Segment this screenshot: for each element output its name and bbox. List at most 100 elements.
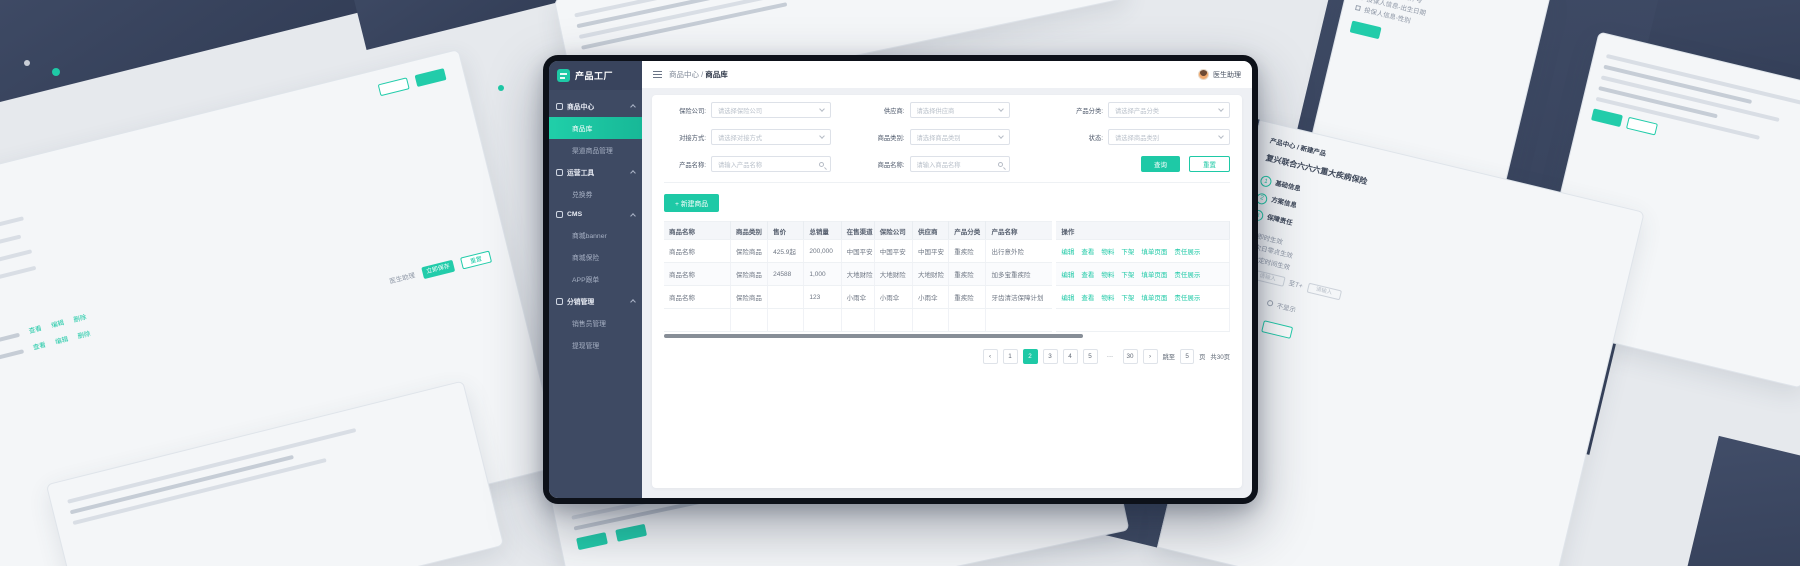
filter-select[interactable]: 请选择对接方式 [711, 129, 831, 145]
column-header-保险公司: 保险公司 [874, 221, 914, 240]
table-cell: 425.9起 [767, 239, 805, 263]
backdrop-chip [1261, 319, 1294, 339]
pagination-page-5[interactable]: 5 [1082, 349, 1098, 364]
action-link-编辑[interactable]: 编辑 [1061, 249, 1075, 256]
table-cell: 大地财险 [874, 262, 914, 286]
sidebar-item-渠道商品管理[interactable]: 渠道商品管理 [572, 148, 613, 155]
action-link-下架[interactable]: 下架 [1121, 295, 1135, 302]
filter-label: 产品名称: [679, 161, 706, 169]
filter-label: 产品分类: [1076, 107, 1103, 115]
filter-select[interactable]: 请选择商品类别 [1108, 129, 1230, 145]
pagination-jump-suffix: 页 [1199, 354, 1206, 361]
sidebar-group-运营工具[interactable]: 运营工具 [549, 161, 642, 183]
table-row: 商品名称 保险商品 425.9起 200,000 中国平安 中国平安 中国平安 重疾险 出行意外… [664, 239, 1231, 263]
pagination-page-30[interactable]: 30 [1122, 349, 1138, 364]
pagination-next[interactable]: › [1142, 349, 1158, 364]
filter-select[interactable]: 请选择商品类别 [909, 129, 1010, 145]
reset-button[interactable]: 重置 [1189, 156, 1230, 172]
breadcrumb-section[interactable]: 商品中心 [669, 70, 699, 79]
sidebar-item-销售员管理[interactable]: 销售员管理 [572, 321, 606, 328]
table-cell [948, 308, 987, 332]
table-cell: 大地财险 [912, 262, 950, 286]
user-menu[interactable]: 医生助理 [1198, 69, 1241, 80]
sidebar-item-提现管理[interactable]: 提现管理 [572, 343, 600, 350]
sidebar-group-label: 分销管理 [567, 299, 595, 306]
action-link-物料[interactable]: 物料 [1101, 249, 1115, 256]
action-link-责任展示[interactable]: 责任展示 [1174, 249, 1201, 256]
table-cell: 牙齿清洁保障计划 [985, 285, 1055, 309]
filter-label: 对接方式: [679, 134, 706, 142]
sidebar-item-APP跟单[interactable]: APP跟单 [572, 277, 600, 284]
sidebar-item-商城保险[interactable]: 商城保险 [572, 255, 600, 262]
pagination-page-4[interactable]: 4 [1062, 349, 1078, 364]
table-row: 商品名称 保险商品 24588 1,000 大地财险 大地财险 大地财险 重疾险 加多宝重疾险编… [664, 262, 1231, 286]
action-link-责任展示[interactable]: 责任展示 [1174, 272, 1201, 279]
action-link-物料[interactable]: 物料 [1101, 272, 1115, 279]
pagination-prev[interactable]: ‹ [982, 349, 998, 364]
backdrop-user: 医生助理 [388, 271, 416, 285]
column-header-商品类别: 商品类别 [730, 221, 769, 240]
sidebar-group-商品中心[interactable]: 商品中心 [549, 95, 642, 117]
horizontal-scrollbar[interactable] [664, 334, 1230, 338]
table-cell: 中国平安 [912, 239, 950, 263]
filter-search-input[interactable]: 请输入商品名称 [909, 156, 1010, 172]
action-link-编辑[interactable]: 编辑 [1061, 272, 1075, 279]
table-cell [803, 308, 842, 332]
table-cell: 200,000 [803, 239, 842, 263]
filter-select[interactable]: 请选择保险公司 [711, 102, 831, 118]
sidebar-item-商品库[interactable]: 商品库 [549, 117, 642, 139]
pagination-page-1[interactable]: 1 [1002, 349, 1018, 364]
action-link-物料[interactable]: 物料 [1101, 295, 1115, 302]
backdrop-chip [414, 68, 447, 88]
pagination-page-3[interactable]: 3 [1042, 349, 1058, 364]
placeholder-text: 请选择产品分类 [1115, 107, 1160, 115]
sidebar-group-label: 商品中心 [567, 104, 595, 111]
device-frame: 产品工厂 商品中心 商品库 渠道商品管理 运营工具 兑换券 CMS 商城banner 商城保险… [543, 55, 1258, 504]
table-cell [985, 308, 1055, 332]
sidebar-group-CMS[interactable]: CMS [549, 205, 642, 224]
filter-label: 供应商: [883, 107, 905, 115]
action-link-责任展示[interactable]: 责任展示 [1174, 295, 1201, 302]
query-button[interactable]: 查询 [1141, 156, 1180, 172]
user-name: 医生助理 [1213, 71, 1241, 79]
action-link-编辑[interactable]: 编辑 [1061, 295, 1075, 302]
table-body: 商品名称 保险商品 425.9起 200,000 中国平安 中国平安 中国平安 重疾险 出行意外… [664, 239, 1231, 332]
action-link-填单页面[interactable]: 填单页面 [1141, 272, 1168, 279]
pagination-page-2[interactable]: 2 [1022, 349, 1038, 364]
filter-label: 保险公司: [679, 107, 706, 115]
action-link-查看[interactable]: 查看 [1081, 249, 1095, 256]
sidebar-item-兑换券[interactable]: 兑换券 [572, 192, 593, 199]
action-link-下架[interactable]: 下架 [1121, 249, 1135, 256]
step-number-icon: 1 [1259, 174, 1273, 189]
filter-search-input[interactable]: 请输入产品名称 [711, 156, 831, 172]
filter-select[interactable]: 请选择供应商 [909, 102, 1010, 118]
cms-icon [556, 211, 563, 218]
action-link-查看[interactable]: 查看 [1081, 272, 1095, 279]
backdrop-link-查看: 查看 [32, 341, 47, 352]
table-cell: 重疾险 [948, 285, 987, 309]
chevron-up-icon [630, 170, 636, 176]
hamburger-icon[interactable] [653, 71, 662, 78]
table-cell: 中国平安 [841, 239, 875, 263]
action-link-查看[interactable]: 查看 [1081, 295, 1095, 302]
divider [664, 182, 1230, 183]
scrollbar-thumb[interactable] [664, 334, 1083, 338]
avatar [1198, 69, 1209, 80]
filter-label: 状态: [1088, 134, 1103, 142]
filter-label: 商品名称: [877, 161, 905, 169]
action-link-填单页面[interactable]: 填单页面 [1141, 249, 1168, 256]
action-link-下架[interactable]: 下架 [1121, 272, 1135, 279]
action-link-填单页面[interactable]: 填单页面 [1141, 295, 1168, 302]
sidebar-group-分销管理[interactable]: 分销管理 [549, 290, 642, 312]
placeholder-text: 请输入产品名称 [718, 161, 763, 169]
table-cell: 1,000 [803, 262, 842, 286]
sidebar-item-商城banner[interactable]: 商城banner [572, 233, 607, 240]
sidebar-group-label: CMS [567, 211, 583, 218]
pagination-jump-input[interactable]: 5 [1180, 349, 1195, 364]
filter-select[interactable]: 请选择产品分类 [1108, 102, 1230, 118]
table-cell [767, 308, 805, 332]
create-product-button[interactable]: + 新建商品 [664, 194, 720, 212]
search-icon [997, 161, 1003, 167]
table-row: 商品名称 保险商品 123 小雨伞 小雨伞 小雨伞 重疾险 牙齿清洁保障计划 编辑 查看 物料 下架填… [664, 285, 1231, 309]
main-content: 商品中心 / 商品库 医生助理 保险公司: 请选择保险公司 供应商: 请选择供应商 产品… [642, 61, 1252, 498]
